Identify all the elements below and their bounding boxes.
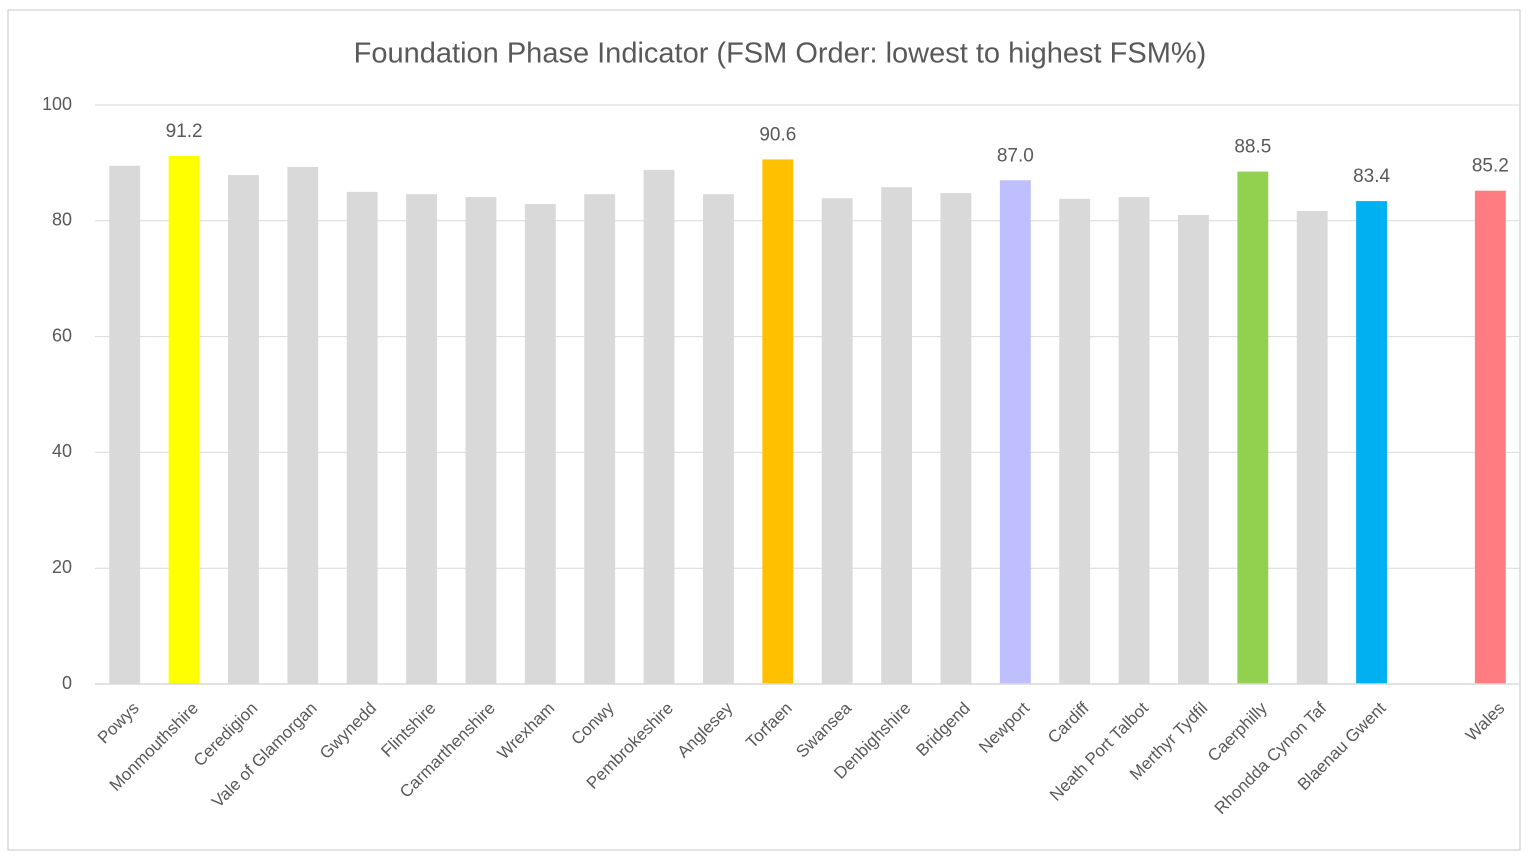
y-tick-label: 60 xyxy=(52,325,72,345)
y-tick-label: 40 xyxy=(52,441,72,461)
chart-title: Foundation Phase Indicator (FSM Order: l… xyxy=(354,38,1207,70)
y-tick-label: 80 xyxy=(52,210,72,230)
value-label: 90.6 xyxy=(759,124,796,145)
bar xyxy=(1474,190,1506,684)
bar xyxy=(465,197,497,684)
y-tick-label: 20 xyxy=(52,557,72,577)
bar xyxy=(228,175,259,684)
bar xyxy=(940,193,972,684)
bar xyxy=(881,187,912,684)
value-label: 87.0 xyxy=(997,145,1034,166)
y-tick-label: 100 xyxy=(42,94,72,114)
bar xyxy=(999,180,1031,684)
bar xyxy=(643,169,675,684)
bar xyxy=(1059,198,1091,684)
bar xyxy=(287,166,319,684)
bar xyxy=(168,155,200,684)
bar xyxy=(1356,201,1387,684)
bar xyxy=(1118,197,1150,684)
bar xyxy=(1237,171,1269,684)
bar xyxy=(584,194,616,684)
bar xyxy=(346,191,378,684)
value-label: 91.2 xyxy=(166,121,203,142)
value-label: 83.4 xyxy=(1353,166,1390,187)
bar xyxy=(524,204,556,684)
bar xyxy=(109,165,141,685)
bar xyxy=(1296,210,1328,684)
value-label: 85.2 xyxy=(1472,156,1509,177)
value-label: 88.5 xyxy=(1234,137,1271,158)
bar xyxy=(1178,215,1209,684)
bar xyxy=(821,198,853,684)
y-tick-label: 0 xyxy=(62,673,72,693)
bar xyxy=(703,194,734,684)
bar xyxy=(406,194,437,684)
bar xyxy=(762,159,794,684)
